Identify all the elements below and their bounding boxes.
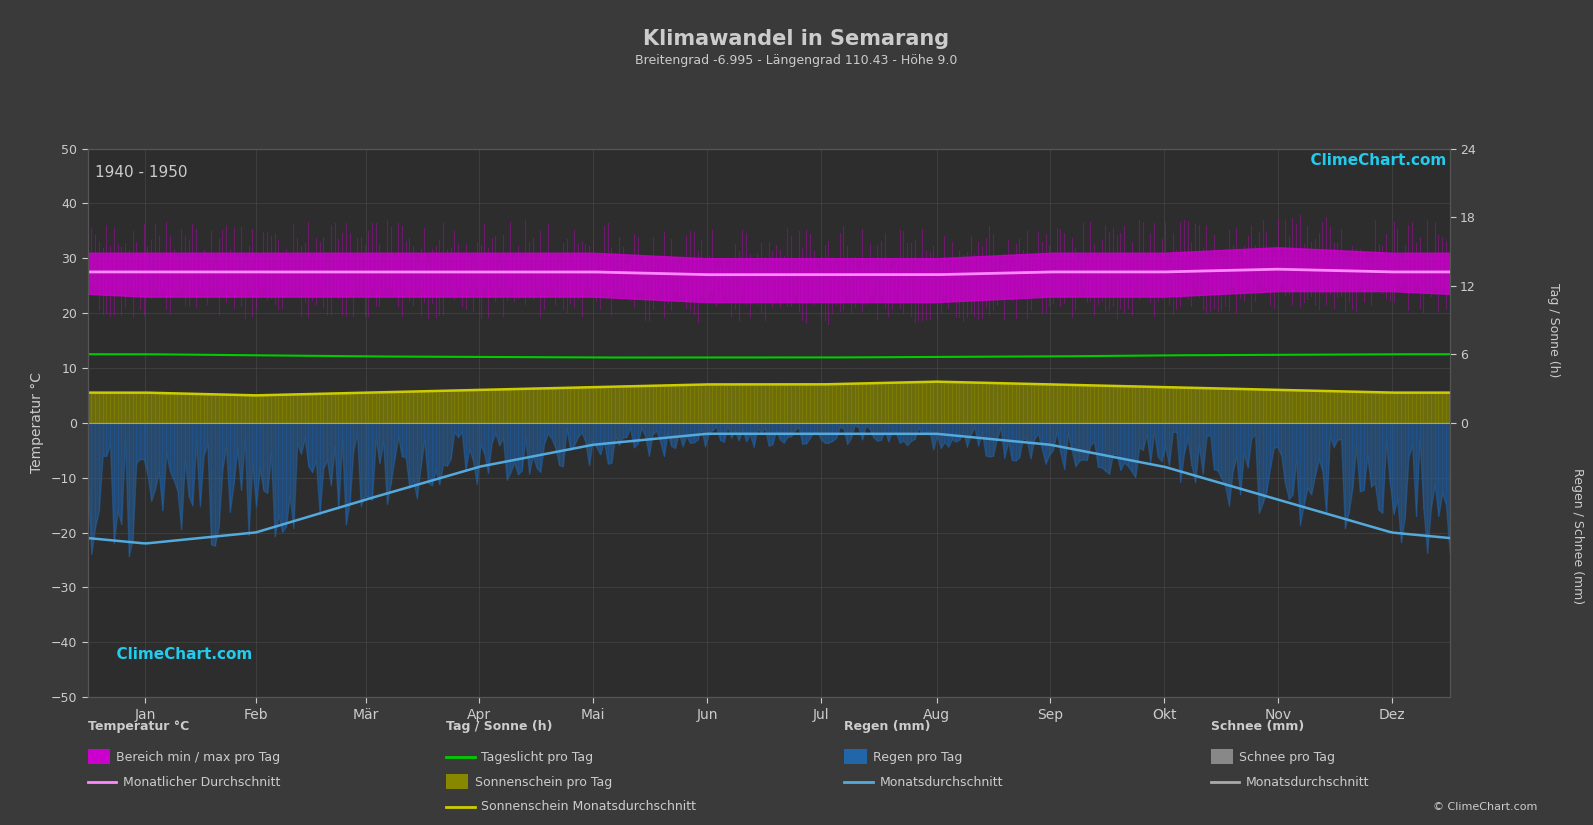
Text: Regen pro Tag: Regen pro Tag [873,751,962,764]
Text: Regen / Schnee (mm): Regen / Schnee (mm) [1571,469,1583,604]
Text: Temperatur °C: Temperatur °C [88,720,190,733]
Text: Klimawandel in Semarang: Klimawandel in Semarang [644,29,949,49]
Text: Schnee pro Tag: Schnee pro Tag [1239,751,1335,764]
Y-axis label: Temperatur °C: Temperatur °C [30,372,43,474]
Text: Tag / Sonne (h): Tag / Sonne (h) [1547,283,1560,377]
Text: Regen (mm): Regen (mm) [844,720,930,733]
Text: ClimeChart.com: ClimeChart.com [1300,153,1446,168]
Text: Breitengrad -6.995 - Längengrad 110.43 - Höhe 9.0: Breitengrad -6.995 - Längengrad 110.43 -… [636,54,957,67]
Text: Monatlicher Durchschnitt: Monatlicher Durchschnitt [123,776,280,789]
Text: Sonnenschein Monatsdurchschnitt: Sonnenschein Monatsdurchschnitt [481,800,696,813]
Text: Bereich min / max pro Tag: Bereich min / max pro Tag [116,751,280,764]
Text: 1940 - 1950: 1940 - 1950 [96,165,188,180]
Text: ClimeChart.com: ClimeChart.com [107,647,253,662]
Text: Monatsdurchschnitt: Monatsdurchschnitt [879,776,1004,789]
Text: © ClimeChart.com: © ClimeChart.com [1432,802,1537,812]
Text: Tag / Sonne (h): Tag / Sonne (h) [446,720,553,733]
Text: Schnee (mm): Schnee (mm) [1211,720,1305,733]
Text: Tageslicht pro Tag: Tageslicht pro Tag [481,751,593,764]
Text: Monatsdurchschnitt: Monatsdurchschnitt [1246,776,1370,789]
Text: Sonnenschein pro Tag: Sonnenschein pro Tag [475,776,612,789]
